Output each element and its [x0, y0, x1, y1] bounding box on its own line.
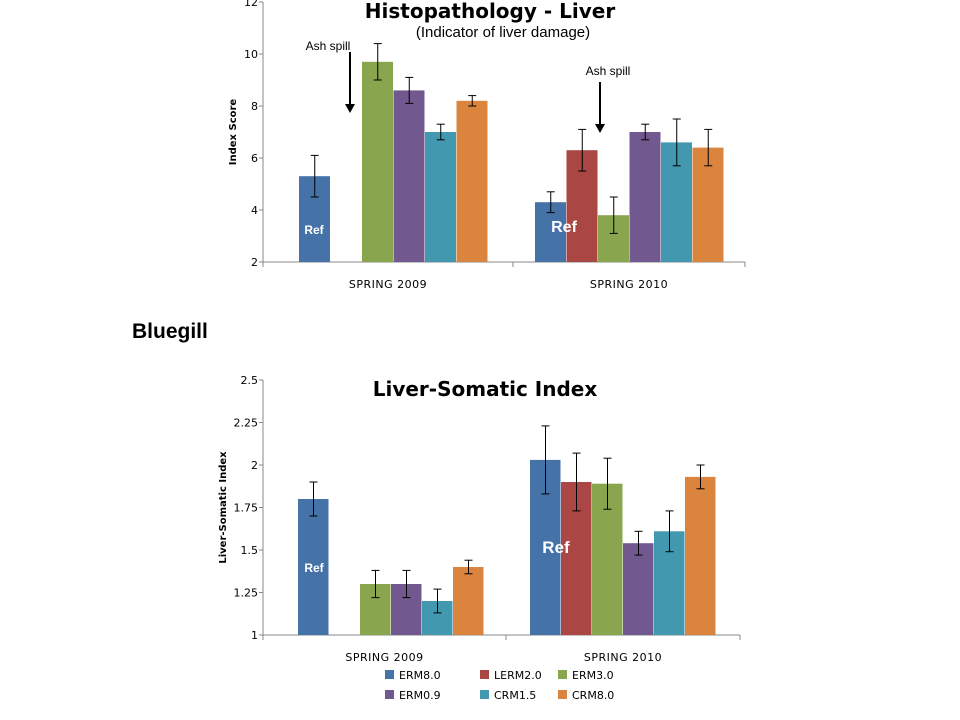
- bar-erm3-0-0: [362, 61, 393, 262]
- x-category-label: SPRING 2009: [345, 651, 423, 664]
- legend-label: ERM0.9: [399, 689, 441, 702]
- chart-title: Histopathology - Liver: [365, 0, 616, 23]
- bar-erm0-9-1: [629, 132, 661, 262]
- y-tick-label: 2.5: [241, 374, 259, 387]
- bar-erm0-9-1: [623, 543, 654, 635]
- bar-crm8-0-1: [685, 476, 716, 635]
- y-tick-label: 2.25: [234, 417, 259, 430]
- legend-label: ERM8.0: [399, 669, 441, 682]
- legend-swatch: [385, 670, 394, 679]
- bar-crm8-0-0: [456, 100, 488, 262]
- chart-subtitle: (Indicator of liver damage): [416, 24, 590, 41]
- ash-spill-annotation: Ash spill: [586, 64, 631, 78]
- y-axis-label: Liver-Somatic Index: [218, 451, 229, 564]
- x-category-label: SPRING 2009: [349, 278, 427, 291]
- y-tick-label: 6: [251, 152, 258, 165]
- y-tick-label: 1.5: [241, 544, 259, 557]
- y-tick-label: 1.25: [234, 587, 259, 600]
- y-tick-label: 1.75: [234, 502, 259, 515]
- bar-erm0-9-0: [393, 90, 425, 263]
- ash-spill-annotation: Ash spill: [306, 39, 351, 53]
- y-tick-label: 10: [244, 48, 258, 61]
- legend-swatch: [558, 670, 567, 679]
- ref-label: Ref: [551, 219, 577, 236]
- bar-crm8-0-0: [453, 567, 484, 635]
- legend-swatch: [480, 690, 489, 699]
- y-tick-label: 2: [251, 256, 258, 269]
- arrow-head-icon: [595, 124, 605, 133]
- legend-label: CRM1.5: [494, 689, 536, 702]
- legend-swatch: [385, 690, 394, 699]
- legend-label: ERM3.0: [572, 669, 614, 682]
- y-tick-label: 8: [251, 100, 258, 113]
- x-category-label: SPRING 2010: [584, 651, 662, 664]
- legend-swatch: [558, 690, 567, 699]
- bar-crm8-0-1: [692, 147, 724, 262]
- ref-label: Ref: [304, 223, 324, 237]
- chart-title: Liver-Somatic Index: [373, 377, 598, 401]
- y-tick-label: 4: [251, 204, 258, 217]
- bar-erm8-0-0: [298, 499, 329, 635]
- y-tick-label: 1: [251, 629, 258, 642]
- y-tick-label: 2: [251, 459, 258, 472]
- bar-crm1-5-0: [425, 132, 456, 262]
- legend-swatch: [480, 670, 489, 679]
- arrow-head-icon: [345, 104, 355, 113]
- ref-label: Ref: [542, 538, 570, 557]
- y-axis-label: Index Score: [228, 99, 239, 166]
- legend-label: CRM8.0: [572, 689, 614, 702]
- ref-label: Ref: [304, 561, 324, 575]
- legend-label: LERM2.0: [494, 669, 542, 682]
- x-category-label: SPRING 2010: [590, 278, 668, 291]
- species-label: Bluegill: [132, 320, 208, 343]
- y-tick-label: 12: [244, 0, 258, 9]
